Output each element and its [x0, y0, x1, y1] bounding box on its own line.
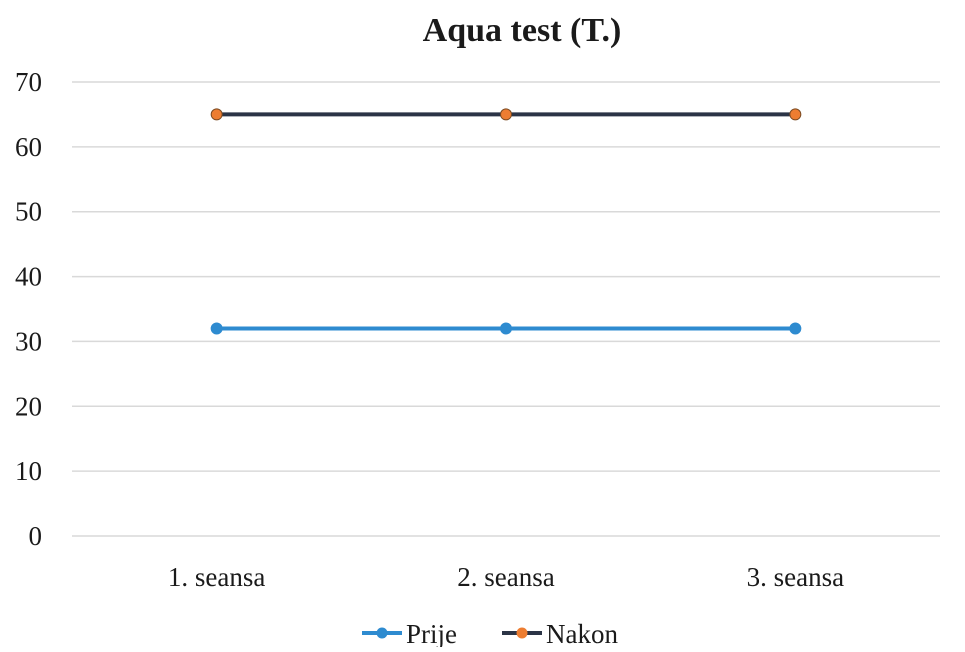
y-tick-label: 20: [15, 391, 42, 421]
x-tick-label: 1. seansa: [168, 562, 265, 592]
x-tick-label: 3. seansa: [747, 562, 844, 592]
y-tick-label: 60: [15, 132, 42, 162]
series-prije: [210, 322, 802, 335]
chart-title: Aqua test (T.): [423, 12, 622, 49]
data-point: [210, 322, 223, 335]
y-axis-ticks: 0 10 20 30 40 50 60 70: [15, 67, 42, 551]
legend-swatch-marker: [376, 627, 388, 639]
data-point: [500, 108, 512, 121]
legend-label: Nakon: [546, 619, 618, 647]
legend-item-prije: Prije: [362, 619, 457, 649]
y-tick-label: 0: [29, 521, 43, 551]
data-point: [500, 322, 512, 335]
legend: Prije Nakon: [362, 619, 618, 649]
gridlines: [72, 81, 940, 537]
y-tick-label: 40: [15, 262, 42, 292]
series-nakon: [210, 108, 802, 121]
data-point: [789, 322, 802, 335]
x-axis-ticks: 1. seansa 2. seansa 3. seansa: [168, 562, 844, 592]
series-group: [210, 108, 802, 335]
y-tick-label: 10: [15, 456, 42, 486]
legend-item-nakon: Nakon: [502, 619, 618, 649]
y-tick-label: 70: [15, 67, 42, 97]
data-point: [789, 108, 802, 121]
data-point: [210, 108, 223, 121]
y-tick-label: 30: [15, 326, 42, 356]
legend-swatch-marker: [516, 627, 528, 639]
x-tick-label: 2. seansa: [457, 562, 554, 592]
y-tick-label: 50: [15, 197, 42, 227]
legend-label: Prije: [406, 619, 457, 647]
